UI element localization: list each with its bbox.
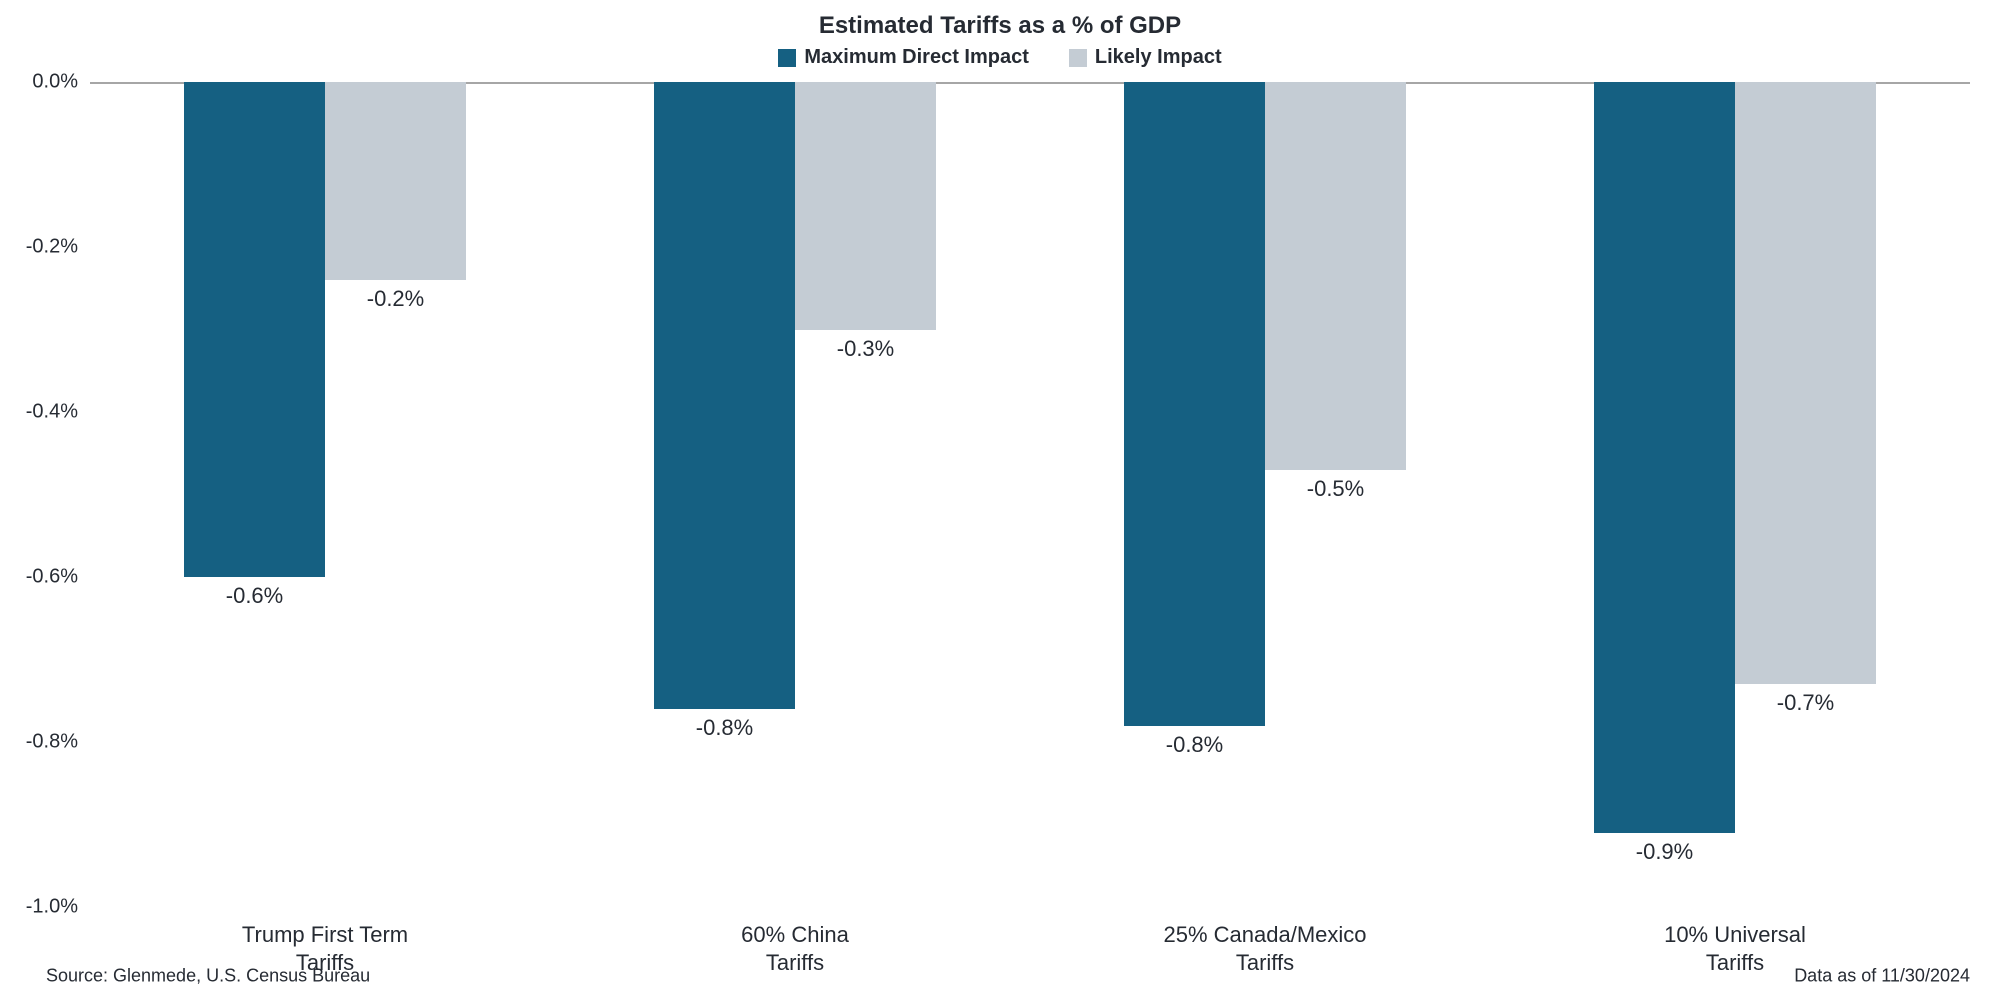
bar: -0.8% — [1124, 82, 1265, 726]
y-axis-tick: -0.4% — [26, 401, 78, 424]
chart-title: Estimated Tariffs as a % of GDP — [0, 12, 2000, 40]
bar-value-label: -0.3% — [837, 336, 894, 362]
y-axis-tick: 0.0% — [32, 71, 78, 94]
bar-value-label: -0.6% — [226, 583, 283, 609]
legend-item-max-impact: Maximum Direct Impact — [778, 46, 1029, 69]
bar: -0.5% — [1265, 82, 1406, 470]
plot-area: 0.0%-0.2%-0.4%-0.6%-0.8%-1.0%-0.6%-0.2%T… — [90, 82, 1970, 907]
legend-swatch-max-impact — [778, 49, 796, 67]
x-axis-label: 25% Canada/Mexico Tariffs — [1163, 921, 1366, 976]
tariff-chart: Estimated Tariffs as a % of GDP Maximum … — [0, 0, 2000, 997]
bar: -0.9% — [1594, 82, 1735, 833]
bar-value-label: -0.5% — [1307, 476, 1364, 502]
legend-label-max-impact: Maximum Direct Impact — [804, 46, 1029, 69]
bar: -0.3% — [795, 82, 936, 330]
bar-value-label: -0.9% — [1636, 839, 1693, 865]
bar: -0.7% — [1735, 82, 1876, 684]
legend-swatch-likely-impact — [1069, 49, 1087, 67]
legend-label-likely-impact: Likely Impact — [1095, 46, 1222, 69]
bar-value-label: -0.2% — [367, 286, 424, 312]
data-as-of: Data as of 11/30/2024 — [1794, 966, 1970, 987]
source-attribution: Source: Glenmede, U.S. Census Bureau — [46, 966, 370, 987]
x-axis-label: 60% China Tariffs — [741, 921, 849, 976]
bar: -0.8% — [654, 82, 795, 709]
x-axis-label: 10% Universal Tariffs — [1664, 921, 1806, 976]
bar: -0.2% — [325, 82, 466, 280]
y-axis-tick: -0.6% — [26, 566, 78, 589]
bar-value-label: -0.7% — [1777, 690, 1834, 716]
bar-value-label: -0.8% — [696, 715, 753, 741]
bar: -0.6% — [184, 82, 325, 577]
y-axis-tick: -0.2% — [26, 236, 78, 259]
chart-legend: Maximum Direct Impact Likely Impact — [0, 46, 2000, 69]
bar-value-label: -0.8% — [1166, 732, 1223, 758]
y-axis-tick: -1.0% — [26, 896, 78, 919]
y-axis-tick: -0.8% — [26, 731, 78, 754]
legend-item-likely-impact: Likely Impact — [1069, 46, 1222, 69]
